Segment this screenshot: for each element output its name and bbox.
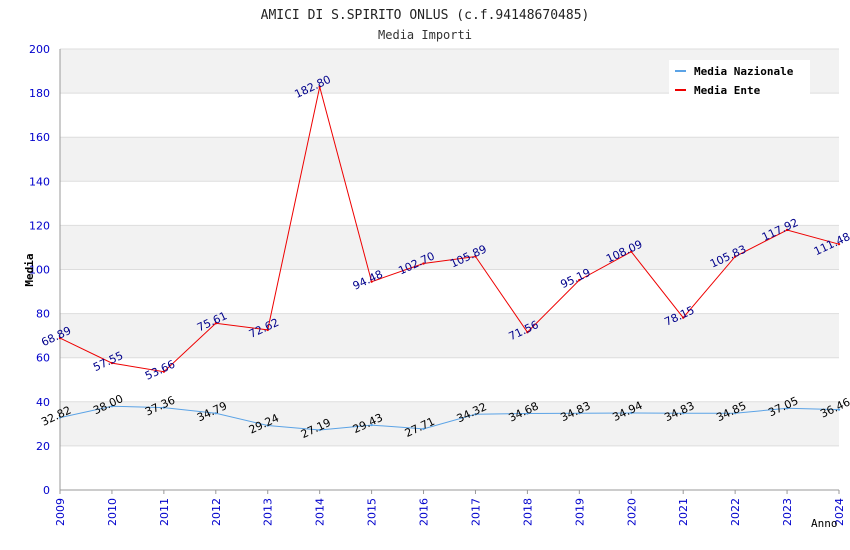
legend-label: Media Nazionale: [694, 65, 794, 78]
legend-box: [669, 60, 810, 98]
series-line-2: [59, 86, 840, 373]
data-point: [682, 316, 685, 319]
series-line-1: [59, 405, 840, 431]
data-point: [785, 407, 789, 410]
x-tick-label: 2022: [729, 498, 742, 526]
x-tick-label: 2016: [418, 498, 431, 526]
y-tick-label: 100: [29, 264, 50, 277]
data-point: [214, 412, 217, 415]
data-label: 94.48: [351, 268, 385, 293]
x-tick-label: 2021: [677, 498, 690, 526]
data-point: [578, 278, 581, 282]
data-point: [318, 428, 321, 432]
data-point: [578, 411, 581, 415]
x-tick-label: 2010: [106, 498, 119, 526]
data-point: [370, 423, 373, 427]
y-tick-label: 60: [36, 352, 50, 365]
grid-band: [60, 313, 839, 358]
y-tick-label: 200: [29, 43, 50, 56]
data-point: [110, 405, 114, 408]
data-point: [422, 262, 425, 265]
y-tick-label: 120: [29, 219, 50, 232]
data-point: [58, 336, 62, 340]
background-bands: [60, 49, 839, 446]
y-tick-label: 140: [29, 175, 50, 188]
data-point: [526, 412, 529, 415]
x-tick-label: 2017: [469, 498, 482, 526]
series-group: [58, 85, 841, 432]
data-point: [837, 408, 841, 411]
data-point: [733, 255, 737, 258]
chart-subtitle: Media Importi: [378, 28, 472, 42]
data-point: [162, 406, 166, 409]
y-tick-label: 80: [36, 308, 50, 321]
data-point: [266, 328, 269, 332]
data-point: [58, 416, 62, 419]
data-point: [318, 85, 321, 89]
x-tick-label: 2019: [573, 498, 586, 526]
data-label: 53.66: [143, 358, 177, 383]
y-axis-ticks: 0 20 40 60 80 100 120 140 160 180 200: [29, 43, 50, 497]
x-tick-label: 2015: [366, 498, 379, 526]
x-axis-label: Anno: [811, 517, 838, 530]
legend-label: Media Ente: [694, 84, 761, 97]
grid-band: [60, 225, 839, 270]
y-tick-label: 180: [29, 87, 50, 100]
chart-title: AMICI DI S.SPIRITO ONLUS (c.f.9414867048…: [261, 8, 590, 23]
x-tick-label: 2014: [314, 498, 327, 526]
x-tick-label: 2012: [210, 498, 223, 526]
data-point: [526, 331, 529, 334]
data-point: [733, 411, 737, 415]
x-tick-label: 2013: [262, 498, 275, 526]
x-tick-label: 2024: [833, 498, 846, 526]
gridlines: [60, 48, 839, 491]
data-point: [630, 250, 633, 253]
x-tick-label: 2018: [521, 498, 534, 526]
x-tick-label: 2011: [158, 498, 171, 526]
data-point: [474, 255, 477, 258]
x-tick-label: 2009: [54, 498, 67, 526]
data-point: [785, 228, 789, 232]
y-tick-label: 40: [36, 396, 50, 409]
data-point: [370, 280, 373, 283]
y-tick-label: 20: [36, 440, 50, 453]
y-tick-label: 0: [43, 484, 50, 497]
grid-band: [60, 401, 839, 446]
data-point: [422, 427, 425, 431]
data-point: [837, 242, 841, 246]
y-axis-label: Media: [23, 253, 36, 286]
data-point: [682, 411, 685, 415]
data-point: [214, 322, 217, 325]
data-point: [630, 411, 633, 415]
y-tick-label: 160: [29, 131, 50, 144]
x-axis-ticks: 2009 2010 2011 2012 2013 2014 2015 2016 2017 2018…: [54, 490, 846, 526]
legend: Media Nazionale Media Ente: [669, 60, 810, 98]
data-point: [266, 424, 269, 427]
data-point: [110, 361, 114, 365]
x-tick-label: 2023: [781, 498, 794, 526]
data-point: [474, 413, 477, 416]
data-point: [162, 370, 166, 373]
grid-band: [60, 137, 839, 182]
x-tick-label: 2020: [625, 498, 638, 526]
